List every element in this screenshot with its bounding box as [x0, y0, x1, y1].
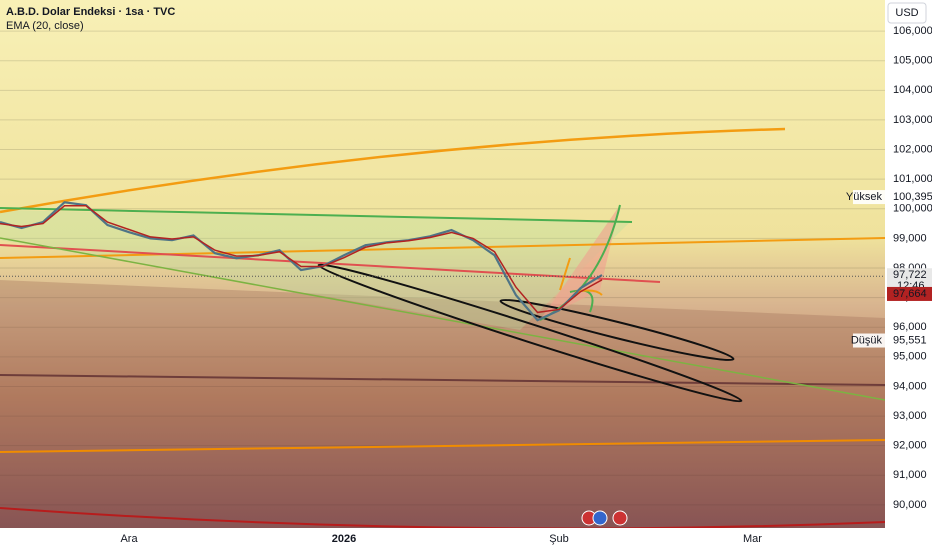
ellipse	[317, 263, 743, 403]
price-tag-name: Yüksek	[846, 191, 883, 203]
y-tick-label: 105,000	[893, 55, 932, 67]
indicator-label: EMA (20, close)	[6, 20, 84, 32]
price-tag-name: Düşük	[851, 334, 883, 346]
trend-line	[0, 237, 885, 259]
price-tag	[853, 190, 932, 205]
ema-price-value: 97,664	[893, 288, 927, 300]
ema-price-tag	[887, 286, 932, 301]
y-tick-label: 93,000	[893, 410, 927, 422]
x-tick-label: Mar	[743, 533, 762, 545]
y-tick-label: 100,000	[893, 203, 932, 215]
y-tick-label: 103,000	[893, 114, 932, 126]
curve	[569, 289, 594, 313]
trend-line	[0, 439, 885, 453]
price-tag	[853, 333, 932, 348]
series	[0, 201, 603, 322]
trend-line	[0, 374, 885, 386]
event-icons	[581, 510, 628, 526]
y-tick-label: 94,000	[893, 380, 927, 392]
last-price-value: 97,722	[893, 269, 927, 281]
zone	[0, 280, 885, 528]
y-tick-label: 104,000	[893, 84, 932, 96]
ellipse	[499, 298, 735, 362]
plot-area	[0, 0, 885, 528]
x-tick-label: 2026	[332, 533, 356, 545]
price-line	[0, 201, 603, 322]
y-tick-label: 91,000	[893, 469, 927, 481]
x-axis	[0, 528, 885, 550]
background	[0, 0, 885, 528]
y-tick-label: 101,000	[893, 173, 932, 185]
trend-line	[0, 207, 633, 223]
y-tick-label: 99,000	[893, 232, 927, 244]
y-tick-label: 90,000	[893, 499, 927, 511]
grid	[0, 30, 885, 506]
x-tick-label: Ara	[120, 533, 138, 545]
currency-box	[887, 2, 927, 24]
y-tick-label: 92,000	[893, 440, 927, 452]
trend-line	[0, 127, 786, 214]
price-tag-value: 100,395	[893, 191, 932, 203]
trend-line	[0, 507, 885, 528]
y-tick-label: 96,000	[893, 321, 927, 333]
y-tick-label: 102,000	[893, 143, 932, 155]
trend-line	[0, 237, 885, 401]
zone	[540, 205, 620, 320]
price-line	[0, 205, 603, 314]
y-tick-label: 106,000	[893, 25, 932, 37]
currency: USD	[895, 7, 918, 19]
x-tick-label: Şub	[549, 533, 569, 545]
symbol-title: A.B.D. Dolar Endeksi · 1sa · TVC	[6, 6, 175, 18]
price-tag-value: 95,551	[893, 334, 927, 346]
y-tick-label: 95,000	[893, 351, 927, 363]
